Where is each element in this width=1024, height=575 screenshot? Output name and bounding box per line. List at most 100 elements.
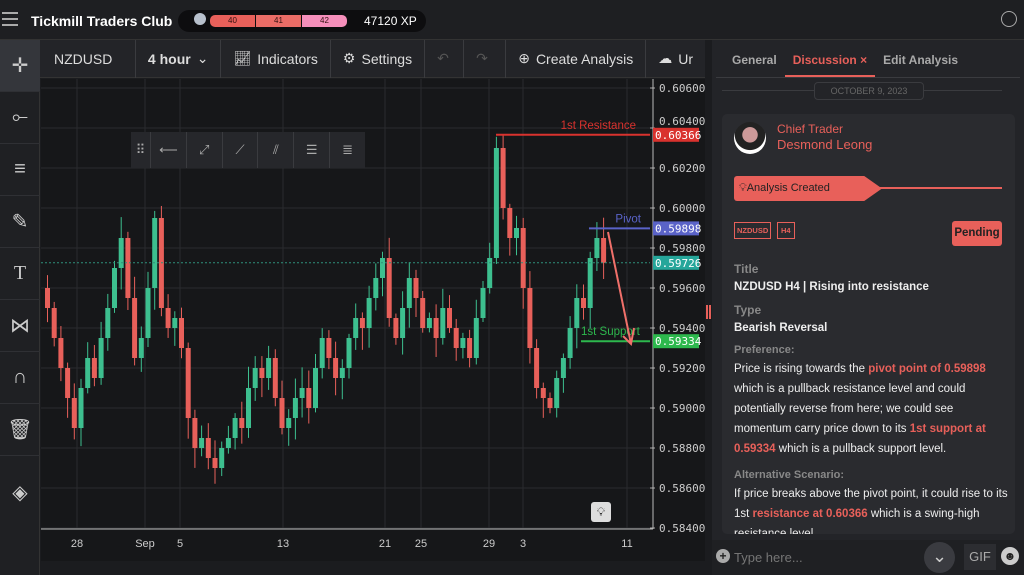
brush-tool[interactable]: ✎ [0, 196, 40, 248]
level-label: 1st Resistance [561, 120, 636, 132]
author-name[interactable]: Desmond Leong [777, 137, 873, 152]
candle [574, 298, 580, 328]
tab-general[interactable]: General [732, 53, 777, 67]
date-label: OCTOBER 9, 2023 [814, 82, 924, 100]
candle [493, 148, 499, 258]
horizontal-ray-tool[interactable]: ⟜ [0, 92, 40, 144]
alternative-text: If price breaks above the pivot point, i… [734, 488, 1008, 534]
candle [132, 298, 138, 358]
x-tick-label: 29 [483, 538, 495, 550]
create-analysis-button[interactable]: ⊕ Create Analysis [506, 39, 647, 78]
panel-tabs: General Discussion × Edit Analysis [716, 40, 1020, 78]
title-label: Title [734, 262, 759, 276]
candle [212, 458, 218, 468]
event-label: Analysis Created [746, 182, 830, 194]
price-tag [653, 334, 699, 349]
indicators-button[interactable]: 📈︎ Indicators [221, 39, 331, 78]
candle [232, 418, 238, 438]
trash-icon[interactable]: 🗑 [0, 404, 40, 456]
resistance-highlight: resistance at 0.60366 [752, 508, 868, 520]
candle [601, 238, 607, 263]
candle [400, 308, 406, 338]
settings-label: Settings [361, 50, 413, 67]
tab-discussion-label: Discussion [792, 53, 857, 67]
pivot-highlight: pivot point of 0.59898 [868, 363, 986, 375]
candle [426, 318, 432, 328]
price-tag-label: 0.60366 [655, 129, 701, 142]
candle [125, 238, 131, 298]
text-tool[interactable]: T [0, 248, 40, 300]
candle [292, 398, 298, 418]
layers-icon[interactable]: ◈ [12, 481, 28, 504]
y-tick-label: 0.60000 [659, 202, 705, 215]
candle [279, 398, 285, 428]
message-input[interactable] [734, 546, 914, 568]
parallel-lines-tool[interactable]: ≡ [0, 144, 40, 196]
candle [98, 338, 104, 378]
candle [185, 348, 191, 418]
trophy-icon [194, 13, 206, 25]
candlestick-chart[interactable]: 0.60600 0.60400 0.60200 0.60000 0.59800 0.596… [41, 79, 705, 561]
redo-button[interactable]: ↷ [464, 39, 507, 78]
candle [339, 368, 345, 378]
settings-button[interactable]: ⚙ Settings [331, 39, 426, 78]
tab-discussion[interactable]: Discussion × [784, 40, 876, 77]
xp-value: 47120 XP [364, 14, 417, 28]
parallel-channel-tool[interactable]: ⫽ [258, 132, 295, 168]
candle [118, 238, 124, 268]
add-icon[interactable]: + [716, 549, 730, 563]
candle [473, 318, 479, 358]
top-bar: Tickmill Traders Club 40 41 42 47120 XP [0, 0, 1024, 40]
symbol-selector[interactable]: NZDUSD [40, 39, 136, 78]
indicators-label: Indicators [257, 50, 318, 67]
candle [520, 228, 526, 288]
trend-line-tool[interactable]: ⟋ [223, 132, 259, 168]
y-tick-label: 0.59200 [659, 362, 705, 375]
undo-button[interactable]: ↶ [425, 39, 465, 78]
y-tick-label: 0.60600 [659, 82, 705, 95]
event-banner: 💡︎Analysis Created [734, 176, 882, 201]
candle [359, 318, 365, 328]
extended-line-tool[interactable]: ⤢ [187, 132, 223, 168]
level-label: Pivot [615, 213, 641, 225]
upload-label: Ur [678, 50, 693, 67]
candle [447, 308, 452, 328]
upload-button[interactable]: ☁ Ur [646, 40, 705, 78]
y-tick-label: 0.59800 [659, 242, 705, 255]
status-badge[interactable]: Pending [952, 221, 1002, 246]
emoji-icon[interactable]: ☻ [1001, 547, 1019, 565]
price-tag [653, 127, 699, 142]
price-chart[interactable]: 0.60600 0.60400 0.60200 0.60000 0.59800 0.596… [41, 79, 705, 561]
y-tick-label: 0.58800 [659, 442, 705, 455]
chevron-down-icon: ⌄ [196, 50, 209, 66]
magnet-icon[interactable]: ∩ [0, 352, 40, 404]
candle [272, 358, 278, 398]
tab-edit-analysis[interactable]: Edit Analysis [883, 53, 959, 67]
candle [527, 288, 533, 348]
gear-icon: ⚙ [342, 50, 356, 66]
candle [179, 318, 184, 348]
globe-icon[interactable] [1001, 11, 1017, 27]
panel-resize-handle[interactable] [705, 40, 712, 575]
drag-handle-icon[interactable]: ⠿ [131, 132, 151, 168]
candle [346, 338, 352, 368]
interval-select[interactable]: 4 hour ⌄ [136, 39, 222, 78]
type-label: Type [734, 303, 762, 317]
crosshair-tool[interactable]: ✛ [0, 40, 40, 92]
candle [45, 288, 50, 308]
x-tick-label: Sep [135, 538, 155, 550]
scroll-down-button[interactable]: ⌄ [924, 542, 955, 573]
horizontal-lines-tool[interactable]: ☰ [294, 132, 331, 168]
fib-tool[interactable]: ≣ [342, 142, 353, 157]
pattern-tool[interactable]: ⋈ [0, 300, 40, 352]
gif-button[interactable]: GIF [964, 544, 996, 570]
x-tick-label: 25 [415, 538, 427, 550]
price-tag-label: 0.59334 [655, 335, 702, 348]
lightbulb-icon[interactable]: 💡︎ [591, 502, 611, 522]
ray-tool[interactable]: ⟵ [151, 132, 187, 168]
menu-icon[interactable] [2, 12, 18, 26]
xp-bar: 40 41 42 47120 XP [178, 10, 426, 32]
lightbulb-icon: 💡︎ [739, 182, 747, 194]
close-icon[interactable]: × [860, 53, 868, 67]
candle [51, 308, 57, 338]
